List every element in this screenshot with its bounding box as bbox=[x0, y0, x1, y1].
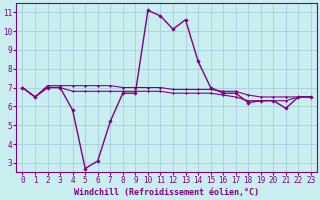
X-axis label: Windchill (Refroidissement éolien,°C): Windchill (Refroidissement éolien,°C) bbox=[74, 188, 259, 197]
